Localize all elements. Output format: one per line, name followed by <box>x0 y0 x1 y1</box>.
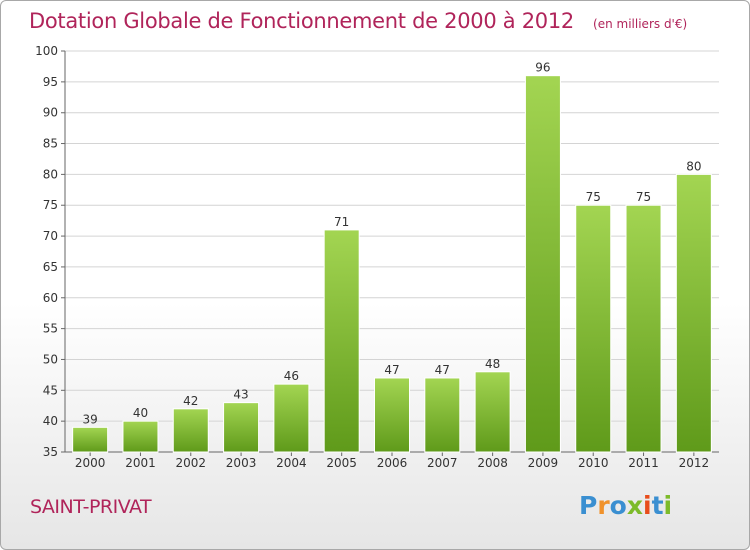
x-tick-label: 2011 <box>628 456 659 470</box>
value-label: 40 <box>133 406 148 420</box>
logo-letter: o <box>609 491 627 520</box>
x-tick-label: 2008 <box>477 456 508 470</box>
x-tick-label: 2002 <box>175 456 206 470</box>
bar-2005 <box>323 229 360 453</box>
bar-2004 <box>273 383 310 453</box>
value-label: 96 <box>535 61 550 75</box>
value-label: 43 <box>233 388 248 402</box>
value-label: 47 <box>435 363 450 377</box>
title-row: Dotation Globale de Fonctionnement de 20… <box>29 9 687 33</box>
y-tick-label: 65 <box>43 260 58 274</box>
bars <box>72 75 712 453</box>
y-tick-label: 35 <box>43 445 58 459</box>
value-label: 75 <box>636 190 651 204</box>
bar-2006 <box>374 377 410 453</box>
value-label: 39 <box>83 412 98 426</box>
value-label: 75 <box>586 190 601 204</box>
logo-letter: r <box>597 491 610 520</box>
value-label: 46 <box>284 369 299 383</box>
y-tick-label: 80 <box>43 167 58 181</box>
value-label: 80 <box>686 159 701 173</box>
value-label: 42 <box>183 394 198 408</box>
bar-2011 <box>625 204 662 453</box>
x-tick-label: 2009 <box>528 456 559 470</box>
y-tick-label: 45 <box>43 383 58 397</box>
bar-2007 <box>424 377 461 453</box>
x-tick-label: 2004 <box>276 456 307 470</box>
y-tick-label: 100 <box>35 44 58 58</box>
bar-2012 <box>675 173 712 453</box>
logo-letter: P <box>579 491 598 520</box>
x-tick-label: 2000 <box>75 456 106 470</box>
chart-subtitle: (en milliers d'€) <box>593 17 688 31</box>
x-tick-label: 2007 <box>427 456 458 470</box>
bar-2000 <box>72 426 109 453</box>
y-tick-label: 75 <box>43 198 58 212</box>
x-tick-label: 2003 <box>226 456 257 470</box>
value-label: 48 <box>485 357 500 371</box>
y-tick-label: 60 <box>43 291 58 305</box>
x-tick-label: 2010 <box>578 456 609 470</box>
y-tick-label: 95 <box>43 75 58 89</box>
bar-2009 <box>524 75 561 453</box>
logo-letter: t <box>651 491 664 520</box>
value-label: 47 <box>384 363 399 377</box>
y-tick-label: 70 <box>43 229 58 243</box>
y-tick-label: 55 <box>43 322 58 336</box>
x-tick-label: 2001 <box>125 456 156 470</box>
y-tick-label: 90 <box>43 106 58 120</box>
city-name: SAINT-PRIVAT <box>30 496 152 518</box>
x-tick-label: 2012 <box>679 456 710 470</box>
chart-title: Dotation Globale de Fonctionnement de 20… <box>29 9 574 33</box>
bar-2008 <box>474 371 511 453</box>
bar-2010 <box>575 204 612 453</box>
logo-letter: i <box>643 491 652 520</box>
bar-2003 <box>223 402 260 453</box>
logo-letter: i <box>663 491 673 520</box>
proxiti-logo[interactable]: Proxiti <box>579 491 672 520</box>
x-tick-label: 2006 <box>377 456 408 470</box>
x-tick-label: 2005 <box>326 456 357 470</box>
value-label: 71 <box>334 215 349 229</box>
y-tick-label: 85 <box>43 137 58 151</box>
bar-2001 <box>122 420 159 453</box>
bar-2002 <box>172 408 209 453</box>
logo-letter: x <box>626 491 643 520</box>
y-tick-label: 40 <box>43 414 58 428</box>
labels: 35 40 45 50 55 60 65 70 75 80 85 90 95 100 39 2000 40 200… <box>35 44 709 470</box>
y-tick-label: 50 <box>43 352 58 366</box>
